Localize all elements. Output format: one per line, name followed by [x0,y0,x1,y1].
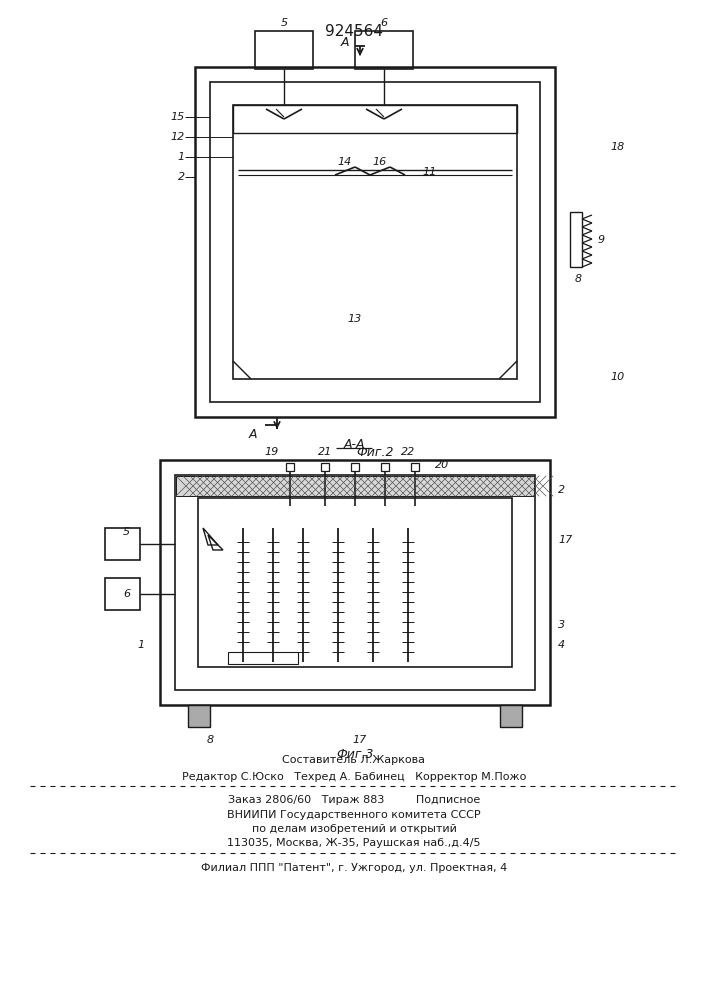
Text: A: A [249,428,257,442]
Text: 4: 4 [558,640,565,650]
Bar [286,463,294,471]
Bar [255,31,313,69]
Text: 1: 1 [178,152,185,162]
Text: 22: 22 [401,447,415,457]
Text: 9: 9 [598,235,605,245]
Bar [188,705,210,727]
Text: 6: 6 [123,589,130,599]
Text: ВНИИПИ Государственного комитета СССР: ВНИИПИ Государственного комитета СССР [227,810,481,820]
Text: 1: 1 [138,640,145,650]
Text: Фиг.2: Фиг.2 [356,446,394,458]
Text: 20: 20 [435,460,449,470]
Text: 11: 11 [423,167,437,177]
Bar [160,460,550,705]
Bar [411,463,419,471]
Bar [233,105,517,379]
Text: 2: 2 [558,485,565,495]
Text: 10: 10 [610,372,624,382]
Text: 18: 18 [610,142,624,152]
Bar [210,82,540,402]
Bar [500,705,522,727]
Text: 21: 21 [318,447,332,457]
Text: 17: 17 [558,535,572,545]
Text: 924564: 924564 [325,24,383,39]
Bar [175,475,535,690]
Text: 12: 12 [171,132,185,142]
Text: Составитель Л.Жаркова: Составитель Л.Жаркова [283,755,426,765]
Text: Заказ 2806/60   Тираж 883         Подписное: Заказ 2806/60 Тираж 883 Подписное [228,795,480,805]
Bar [570,212,582,267]
Text: A: A [341,35,349,48]
Bar [105,528,140,560]
Text: 6: 6 [380,18,387,28]
Text: 17: 17 [353,735,367,745]
Bar [321,463,329,471]
Bar [355,31,413,69]
Bar [198,498,512,667]
Bar [176,476,534,496]
Text: 5: 5 [123,527,130,537]
Text: 13: 13 [348,314,362,324]
Bar [105,578,140,610]
Text: 19: 19 [265,447,279,457]
Bar [381,463,389,471]
Text: 8: 8 [574,274,582,284]
Bar [176,476,534,496]
Text: 2: 2 [178,172,185,182]
Text: Редактор С.Юско   Техред А. Бабинец   Корректор М.Пожо: Редактор С.Юско Техред А. Бабинец Коррек… [182,772,526,782]
Text: по делам изобретений и открытий: по делам изобретений и открытий [252,824,457,834]
Text: A-A: A-A [344,438,365,452]
Text: 5: 5 [281,18,288,28]
Text: 8: 8 [206,735,214,745]
Bar [351,463,359,471]
Text: 3: 3 [558,620,565,630]
Bar [233,105,517,133]
Bar [195,67,555,417]
Text: 16: 16 [373,157,387,167]
Bar [228,652,298,664]
Text: Фиг.3: Фиг.3 [337,748,374,762]
Text: Филиал ППП "Патент", г. Ужгород, ул. Проектная, 4: Филиал ППП "Патент", г. Ужгород, ул. Про… [201,863,507,873]
Text: 14: 14 [338,157,352,167]
Text: 15: 15 [171,112,185,122]
Text: 113035, Москва, Ж-35, Раушская наб.,д.4/5: 113035, Москва, Ж-35, Раушская наб.,д.4/… [227,838,481,848]
